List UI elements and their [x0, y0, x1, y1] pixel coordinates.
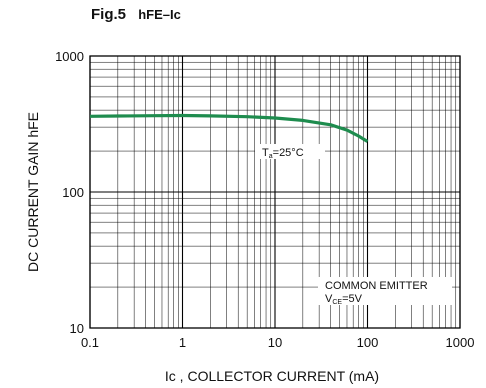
- series-group: [89, 113, 369, 143]
- temp-annotation: Ta=25°C: [262, 147, 304, 160]
- temp-annotation-sub: a: [269, 153, 273, 160]
- series-line-hfe: [89, 113, 369, 143]
- y-tick-labels: 10 100 1000: [55, 49, 84, 336]
- y-tick-label: 1000: [55, 49, 84, 64]
- x-tick-label: 1000: [446, 335, 475, 350]
- temp-annotation-bg: [255, 144, 325, 159]
- x-tick-label: 1: [179, 335, 186, 350]
- x-axis-title-text: Ic , COLLECTOR CURRENT (mA): [165, 368, 379, 384]
- y-axis-title-text: DC CURRENT GAIN hFE: [25, 112, 41, 272]
- plot-frame: [89, 55, 461, 329]
- x-tick-labels: 0.1 1 10 100 1000: [81, 335, 475, 350]
- figure-symbol: hFE–Ic: [138, 7, 181, 22]
- figure-number: Fig.5: [91, 6, 127, 23]
- vce-annotation: VCE=5V: [325, 293, 363, 306]
- x-tick-label: 0.1: [81, 335, 99, 350]
- y-tick-label: 100: [62, 185, 84, 200]
- y-tick-label: 10: [70, 321, 84, 336]
- vce-annotation-sub: CE: [332, 299, 342, 306]
- mode-annotation-bg: [318, 277, 452, 305]
- figure-title: Fig.5 hFE–Ic: [91, 6, 181, 23]
- temp-annotation-pre: T: [262, 147, 269, 159]
- vce-annotation-pre: V: [325, 293, 333, 305]
- temp-annotation-post: =25°C: [273, 147, 304, 159]
- x-tick-label: 10: [268, 335, 282, 350]
- mode-annotation: COMMON EMITTER: [325, 280, 428, 292]
- y-axis-title: DC CURRENT GAIN hFE: [25, 112, 41, 272]
- x-tick-label: 100: [357, 335, 379, 350]
- x-axis-title: Ic , COLLECTOR CURRENT (mA): [165, 368, 379, 384]
- vce-annotation-post: =5V: [342, 293, 363, 305]
